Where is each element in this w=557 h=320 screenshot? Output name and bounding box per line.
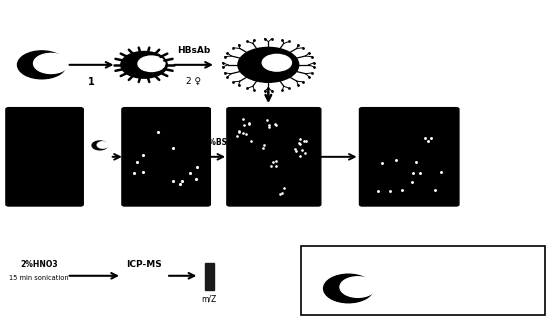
Circle shape [138,56,165,71]
FancyBboxPatch shape [227,108,321,206]
Bar [301,246,545,316]
Circle shape [340,277,376,297]
Circle shape [262,54,291,71]
Circle shape [121,52,167,78]
Text: 2 ♀: 2 ♀ [186,77,201,86]
Text: m/Z: m/Z [202,295,217,304]
Circle shape [33,53,69,74]
Text: 15 min sonication: 15 min sonication [9,275,69,281]
Circle shape [324,274,373,303]
Text: 2%BSA: 2%BSA [204,138,233,147]
Circle shape [17,51,66,79]
Text: 2%HNO3: 2%HNO3 [20,260,58,269]
FancyBboxPatch shape [359,108,459,206]
Text: HBsAb: HBsAb [177,46,211,55]
FancyBboxPatch shape [122,108,211,206]
Text: 1: 1 [88,77,95,87]
Text: ICP-MS: ICP-MS [126,260,162,269]
Bar [205,263,214,290]
Circle shape [92,141,108,150]
Circle shape [238,47,299,82]
Circle shape [97,142,108,148]
FancyBboxPatch shape [6,108,83,206]
